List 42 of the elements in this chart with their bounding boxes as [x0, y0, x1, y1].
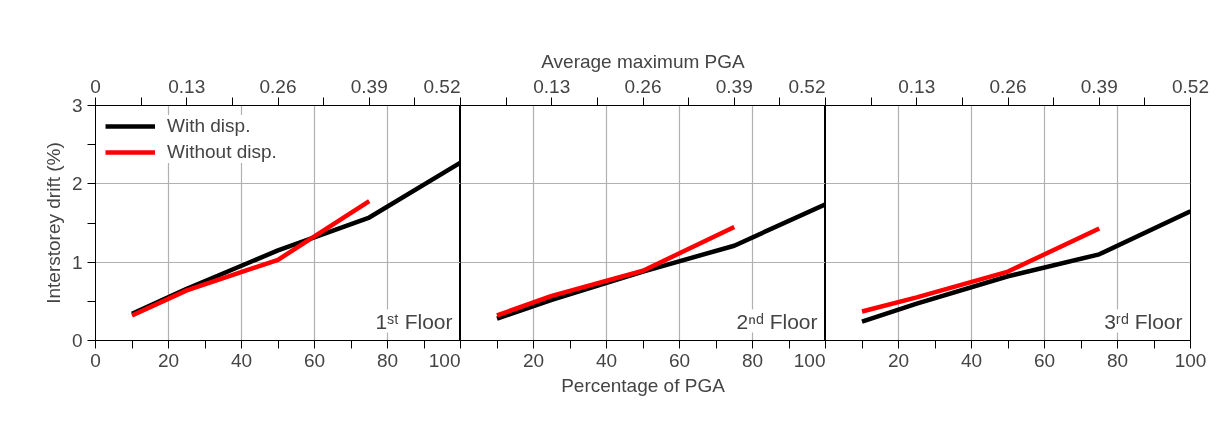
x2-tick-label: 0.39: [1080, 75, 1118, 97]
x-tick-label: 40: [595, 349, 618, 371]
x-tick-label: 20: [522, 349, 545, 371]
annotation: 2ⁿᵈ Floor: [736, 309, 818, 333]
x2-tick-label: 0.13: [168, 75, 206, 97]
x-tick-label: 40: [230, 349, 253, 371]
legend-label: With disp.: [167, 115, 251, 137]
x-tick-label: 20: [887, 349, 910, 371]
annotation: 3ʳᵈ Floor: [1104, 309, 1183, 333]
x-tick-label: 80: [376, 349, 399, 371]
x2-tick-label: 0.26: [624, 75, 662, 97]
y-tick-label: 0: [71, 330, 83, 351]
x-tick-label: 40: [960, 349, 983, 371]
x2-tick-label: 0.26: [259, 75, 297, 97]
x2-tick-label: 0.13: [533, 75, 571, 97]
x2-tick-label: 0.39: [715, 75, 753, 97]
x-tick-label: 80: [741, 349, 764, 371]
x-tick-label: 100: [1174, 349, 1207, 371]
x-tick-label: 60: [1033, 349, 1056, 371]
x-tick-label: 20: [157, 349, 180, 371]
x2-tick-label: 0.52: [423, 75, 461, 97]
x-tick-label: 80: [1106, 349, 1129, 371]
x2-tick-label: 0.52: [788, 75, 826, 97]
x-tick-label: 100: [428, 349, 461, 371]
x-tick-label: 60: [668, 349, 691, 371]
x-axis-title: Percentage of PGA: [561, 374, 726, 396]
x2-tick-label: 0.26: [989, 75, 1027, 97]
y-tick-label: 2: [71, 173, 83, 195]
x-tick-label: 60: [303, 349, 326, 371]
x2-tick-label: 0: [90, 75, 101, 97]
x2-tick-label: 0.52: [1172, 75, 1209, 97]
x2-tick-label: 0.39: [350, 75, 388, 97]
x-tick-label: 100: [793, 349, 826, 371]
x2-tick-label: 0.13: [898, 75, 936, 97]
y-tick-label: 1: [71, 251, 83, 273]
y-tick-label: 3: [71, 95, 83, 116]
line-series: [129, 198, 372, 318]
legend-label: Without disp.: [167, 141, 277, 163]
annotation: 1ˢᵗ Floor: [375, 309, 453, 333]
x-tick-label: 0: [90, 349, 101, 371]
y-axis-title: Interstorey drift (%): [42, 142, 64, 304]
x2-axis-title: Average maximum PGA: [541, 50, 746, 72]
